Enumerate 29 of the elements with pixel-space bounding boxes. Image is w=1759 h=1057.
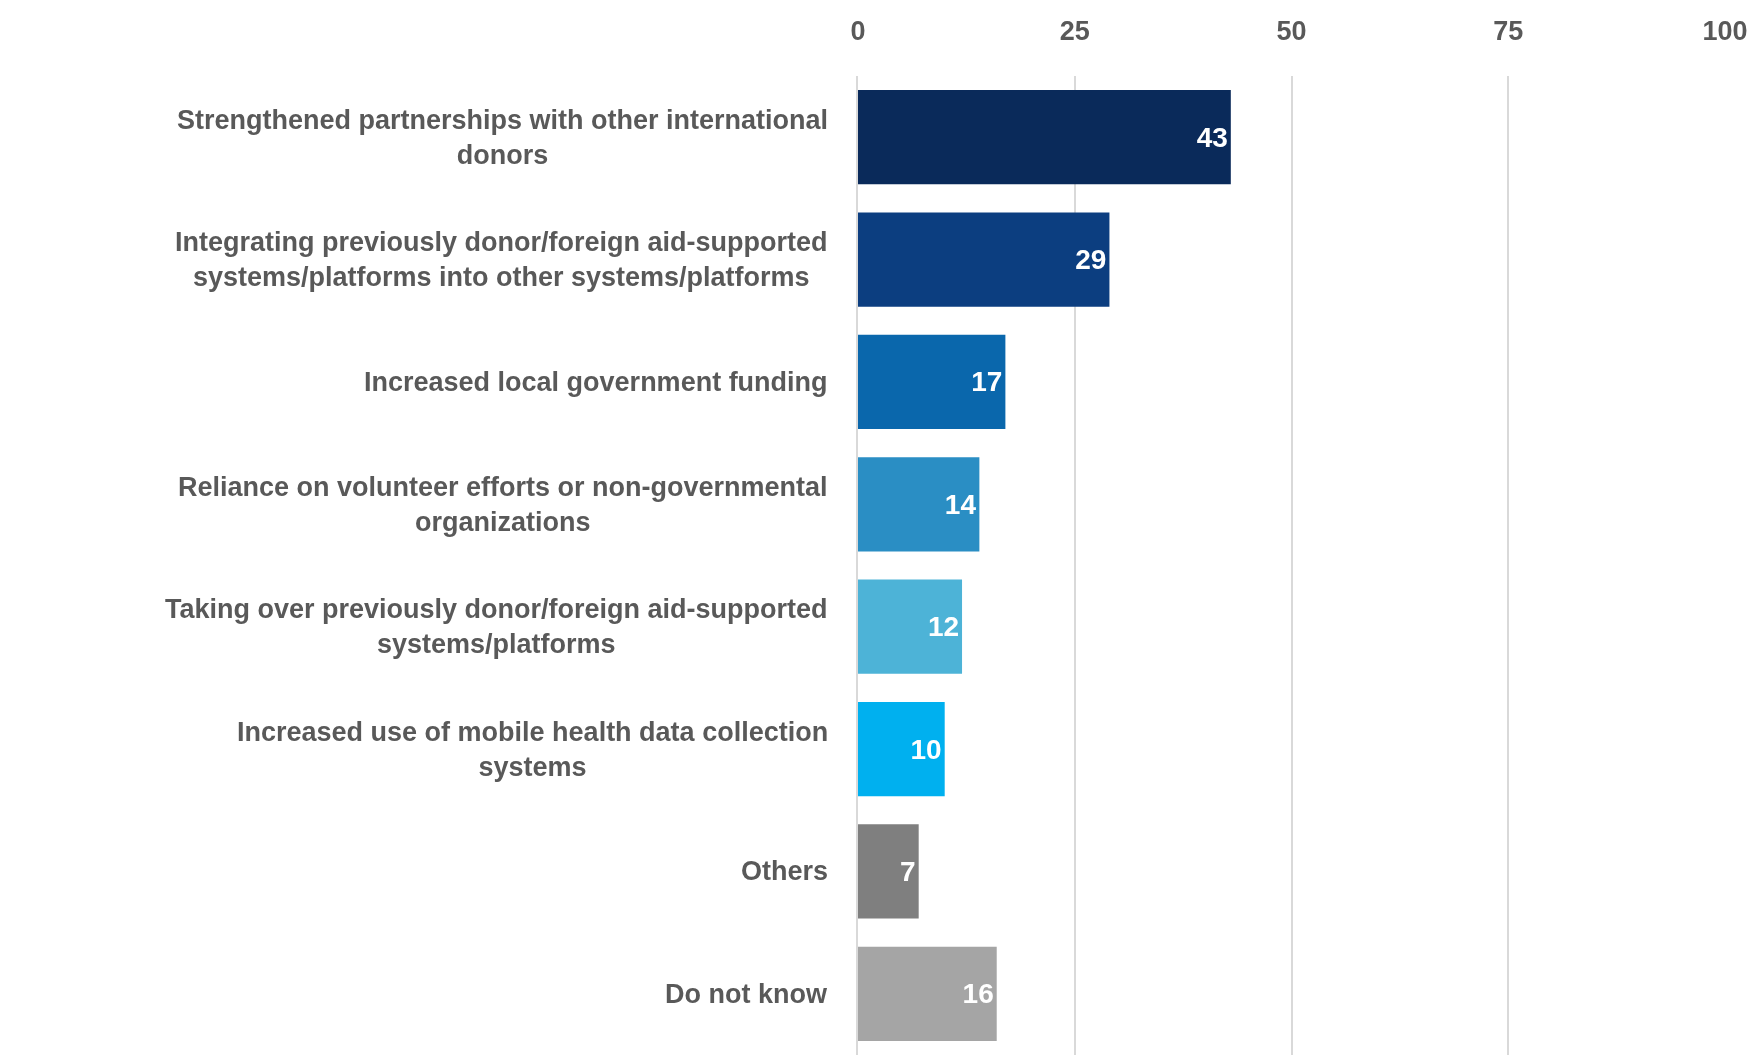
- bar: [858, 457, 980, 552]
- data-label: 29: [1075, 244, 1107, 276]
- data-label: 43: [1196, 121, 1228, 153]
- y-tick-label: Others: [741, 856, 829, 886]
- bar: [858, 579, 963, 674]
- y-tick-label: Integrating previously donor/foreign aid-supported systems/platforms into other systems/platforms: [175, 227, 828, 293]
- data-label: 12: [927, 611, 960, 643]
- x-tick-label: 25: [1059, 15, 1090, 46]
- bar: [858, 701, 945, 797]
- bar: [858, 212, 1110, 307]
- x-tick-label: 0: [850, 15, 866, 46]
- data-label: 16: [962, 978, 994, 1010]
- x-tick-label: 50: [1276, 15, 1307, 46]
- bar: [858, 824, 919, 919]
- data-label: 17: [971, 366, 1003, 398]
- bar: [858, 946, 997, 1041]
- y-tick-label: Increased local government funding: [364, 367, 828, 397]
- y-tick-label: Taking over previously donor/foreign aid-supported systems/platforms: [165, 594, 828, 660]
- bar: [858, 90, 1231, 185]
- data-label: 7: [900, 855, 916, 887]
- x-tick-label: 75: [1493, 15, 1524, 46]
- y-tick-label: Increased use of mobile health data collection systems: [237, 717, 829, 783]
- bar: [858, 334, 1006, 430]
- y-tick-label: Do not know: [665, 979, 828, 1009]
- data-label: 10: [910, 733, 942, 765]
- data-label: 14: [944, 488, 977, 520]
- y-tick-label: Strengthened partnerships with other international donors: [177, 105, 829, 171]
- x-tick-label: 100: [1702, 15, 1748, 46]
- y-tick-label: Reliance on volunteer efforts or non-governmental organizations: [178, 472, 828, 538]
